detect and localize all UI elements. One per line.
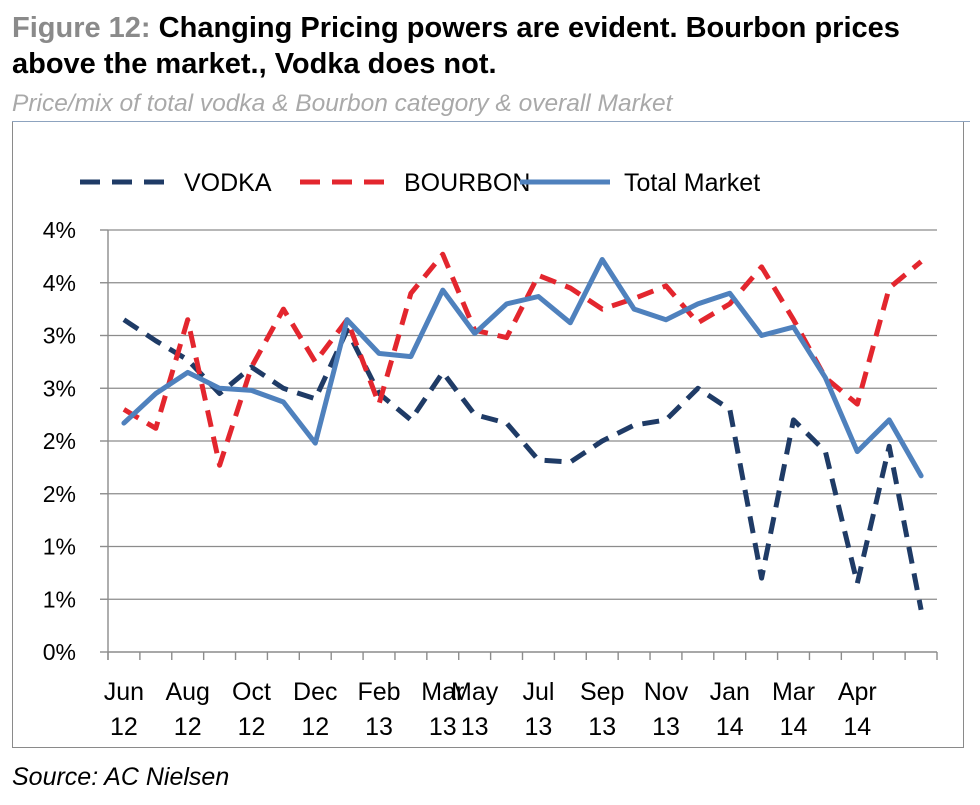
x-tick-label-month: Apr: [838, 678, 877, 706]
line-chart: 0% 1% 1% 2% 2% 3% 3% 4% 4% Jun 12 Aug 12 Oct 12 Dec 12 Fe…: [43, 169, 938, 741]
x-tick-label-year: 13: [461, 713, 489, 741]
series-lines: [121, 251, 924, 611]
axes: [100, 229, 938, 660]
x-tick-label-year: 13: [652, 713, 680, 741]
y-tick-label: 1%: [43, 534, 76, 560]
legend: VODKA BOURBON Total Market: [80, 169, 760, 197]
x-tick-label-year: 14: [780, 713, 808, 741]
x-tick-label-month: Mar: [772, 678, 815, 706]
x-tick-label-year: 13: [588, 713, 616, 741]
x-tick-label-year: 12: [174, 713, 202, 741]
x-tick-label-month: Nov: [644, 678, 689, 706]
y-tick-label: 1%: [43, 586, 76, 612]
y-tick-label: 4%: [43, 270, 76, 296]
legend-label: VODKA: [184, 169, 272, 197]
series-line-bourbon: [122, 251, 923, 468]
x-tick-label-year: 13: [365, 713, 393, 741]
x-tick-label-month: Mar: [421, 678, 464, 706]
figure-title: Figure 12: Changing Pricing powers are e…: [12, 10, 972, 82]
gridlines: [108, 229, 937, 600]
x-tick-label-year: 14: [716, 713, 744, 741]
x-tick-label-month: Sep: [580, 678, 624, 706]
x-tick-label-month: May: [451, 678, 499, 706]
x-tick-label-month: Feb: [357, 678, 400, 706]
x-tick-label-month: Jun: [104, 678, 144, 706]
tick-labels: 0% 1% 1% 2% 2% 3% 3% 4% 4% Jun 12 Aug 12 Oct 12 Dec 12 Fe…: [43, 217, 877, 741]
x-tick-label-month: Jan: [710, 678, 750, 706]
y-tick-label: 4%: [43, 217, 76, 243]
series-line-total-market: [121, 257, 924, 479]
x-tick-label-year: 14: [843, 713, 871, 741]
chart-frame: [12, 122, 964, 748]
x-tick-label-month: Dec: [293, 678, 337, 706]
legend-label: BOURBON: [404, 169, 530, 197]
figure-title-text: Changing Pricing powers are evident. Bou…: [12, 12, 900, 80]
series-line-vodka: [122, 317, 924, 611]
source-note: Source: AC Nielsen: [12, 763, 230, 791]
x-tick-label-year: 12: [301, 713, 329, 741]
x-tick-label-month: Oct: [232, 678, 271, 706]
y-tick-label: 2%: [43, 481, 76, 507]
x-tick-label-month: Aug: [165, 678, 209, 706]
y-tick-label: 3%: [43, 323, 76, 349]
title-divider: [12, 121, 970, 122]
figure-subtitle: Price/mix of total vodka & Bourbon categ…: [12, 90, 673, 117]
y-tick-label: 3%: [43, 375, 76, 401]
x-tick-label-year: 13: [429, 713, 457, 741]
x-tick-label-year: 12: [110, 713, 138, 741]
x-tick-label-month: Jul: [522, 678, 554, 706]
y-tick-label: 2%: [43, 428, 76, 454]
x-tick-label-year: 13: [525, 713, 553, 741]
y-tick-label: 0%: [43, 639, 76, 665]
x-tick-label-year: 12: [238, 713, 266, 741]
figure-label: Figure 12:: [12, 12, 151, 44]
legend-label: Total Market: [624, 169, 760, 197]
